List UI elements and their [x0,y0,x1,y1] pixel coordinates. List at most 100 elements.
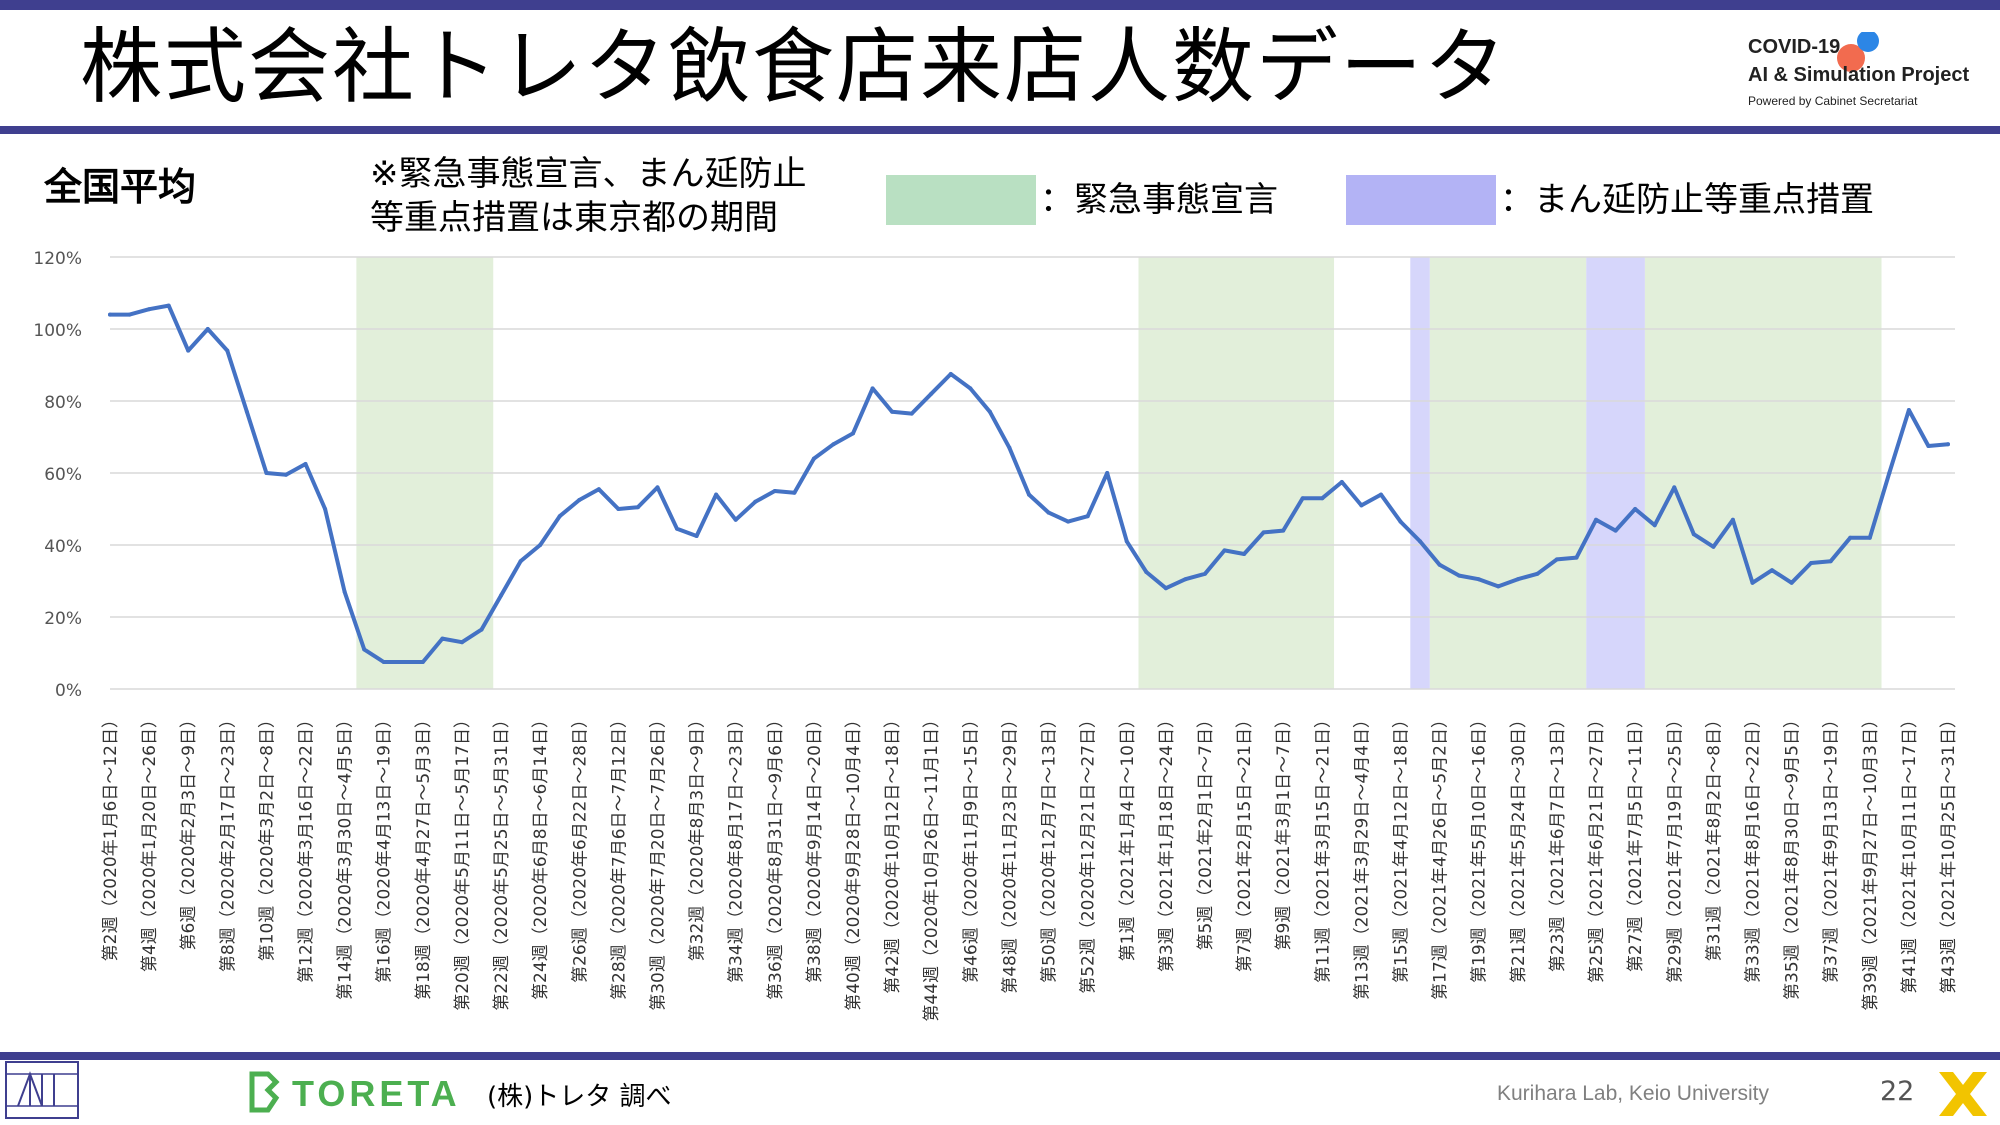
data-point-55 [1183,577,1188,582]
data-point-42 [929,391,934,396]
data-point-92 [1906,408,1911,412]
x-logo-icon [1939,1072,1987,1116]
data-point-75 [1574,555,1579,560]
x-tick-label-41: 第31週（2021年8月2日～8日） [1704,711,1724,961]
data-point-9 [283,472,288,477]
data-point-26 [616,507,621,511]
y-tick-label-2: 40% [44,537,82,557]
data-point-32 [733,517,738,522]
y-tick-label-0: 0% [55,681,82,701]
data-point-14 [381,660,386,664]
data-point-89 [1848,535,1853,540]
data-point-74 [1554,557,1559,562]
x-tick-label-45: 第39週（2021年9月27日～10月3日） [1861,711,1881,1011]
data-point-28 [655,485,660,490]
data-point-10 [303,462,308,466]
data-point-7 [244,409,249,414]
data-point-73 [1535,571,1540,576]
period-note-line-2: 等重点措置は東京都の期間 [370,198,778,238]
data-point-65 [1378,492,1383,497]
data-point-49 [1066,519,1071,524]
legend-label-emergency: ：緊急事態宣言 [1040,180,1278,220]
data-point-38 [851,431,856,436]
x-tick-label-39: 第27週（2021年7月5日～11日） [1626,711,1646,972]
data-point-16 [420,660,425,664]
x-tick-label-20: 第42週（2020年10月12日～18日） [883,711,903,994]
data-point-93 [1926,444,1931,448]
data-point-59 [1261,530,1266,535]
data-point-3 [166,303,171,308]
x-tick-label-37: 第23週（2021年6月7日～13日） [1548,711,1568,972]
x-tick-label-30: 第9週（2021年3月1日～7日） [1274,711,1294,951]
footer-divider-bar [0,1052,2000,1060]
data-point-53 [1144,570,1149,574]
data-point-77 [1613,528,1618,533]
data-point-56 [1202,571,1207,576]
data-point-78 [1633,507,1638,511]
data-point-22 [538,543,543,547]
series-line-layer [108,303,1950,664]
y-axis-ticks: 0% 20% 40% 60% 80% 100% 120% [33,249,82,701]
x-tick-label-16: 第34週（2020年8月17日～23日） [727,711,747,983]
data-point-70 [1476,577,1481,582]
x-tick-label-0: 第2週（2020年1月6日～12日） [101,711,121,961]
x-tick-label-21: 第44週（2020年10月26日～11月1日） [922,711,942,1022]
header-divider-bar [0,126,2000,134]
x-tick-label-11: 第24週（2020年6月8日～6月14日） [531,711,551,1000]
x-tick-label-23: 第48週（2020年11月23日～29日） [1000,711,1020,994]
data-point-58 [1242,552,1247,556]
data-point-0 [108,312,112,317]
x-tick-label-24: 第50週（2020年12月7日～13日） [1040,711,1060,983]
data-point-88 [1828,559,1833,564]
data-point-35 [792,490,797,495]
data-point-63 [1339,480,1344,484]
lab-credit: Kurihara Lab, Keio University [1497,1082,1769,1105]
page-title: 株式会社トレタ飲食店来店人数データ [80,20,1509,115]
data-point-24 [577,498,582,502]
data-point-11 [323,507,328,511]
data-point-46 [1007,445,1012,450]
data-point-94 [1946,442,1950,447]
gridlines [110,256,1955,690]
data-point-81 [1691,532,1696,537]
y-tick-label-5: 100% [33,321,82,341]
data-point-31 [714,492,719,497]
data-point-90 [1867,535,1872,540]
data-point-13 [362,647,367,652]
data-point-50 [1085,514,1090,519]
top-border-bar [0,0,2000,10]
x-tick-label-32: 第13週（2021年3月29日～4月4日） [1352,711,1372,1000]
data-point-72 [1515,577,1520,582]
x-tick-label-43: 第35週（2021年8月30日～9月5日） [1783,711,1803,1000]
x-tick-label-12: 第26週（2020年6月22日～28日） [570,711,590,983]
data-point-34 [772,489,777,493]
x-tick-label-19: 第40週（2020年9月28日～10月4日） [844,711,864,1011]
data-point-18 [459,640,464,645]
x-tick-label-40: 第29週（2021年7月19日～25日） [1665,711,1685,983]
data-point-27 [635,505,640,510]
data-point-23 [557,514,562,519]
data-point-5 [205,327,210,331]
x-tick-label-34: 第17週（2021年4月26日～5月2日） [1431,711,1451,1000]
data-point-51 [1105,471,1110,475]
data-point-87 [1809,561,1814,565]
x-tick-label-29: 第7週（2021年2月15日～21日） [1235,711,1255,972]
data-point-21 [518,559,523,564]
data-point-39 [870,386,875,391]
toreta-logo: TORETA [249,1071,457,1114]
covid-ai-project-brand: COVID-19 AI & Simulation Project Powered… [1748,32,1988,112]
data-point-33 [753,499,758,504]
data-point-25 [596,487,601,492]
data-point-52 [1124,539,1129,544]
data-point-84 [1750,580,1755,585]
x-tick-label-18: 第38週（2020年9月14日～20日） [805,711,825,983]
data-point-19 [479,627,484,632]
x-tick-label-7: 第16週（2020年4月13日～19日） [375,711,395,983]
brand-line-2: AI & Simulation Project [1748,64,1970,86]
data-point-66 [1398,519,1403,524]
page-number: 22 [1880,1076,1915,1107]
x-tick-label-44: 第37週（2021年9月13日～19日） [1822,711,1842,983]
x-tick-label-31: 第11週（2021年3月15日～21日） [1313,711,1333,983]
data-point-4 [186,348,191,353]
x-tick-label-10: 第22週（2020年5月25日～5月31日） [492,711,512,1011]
